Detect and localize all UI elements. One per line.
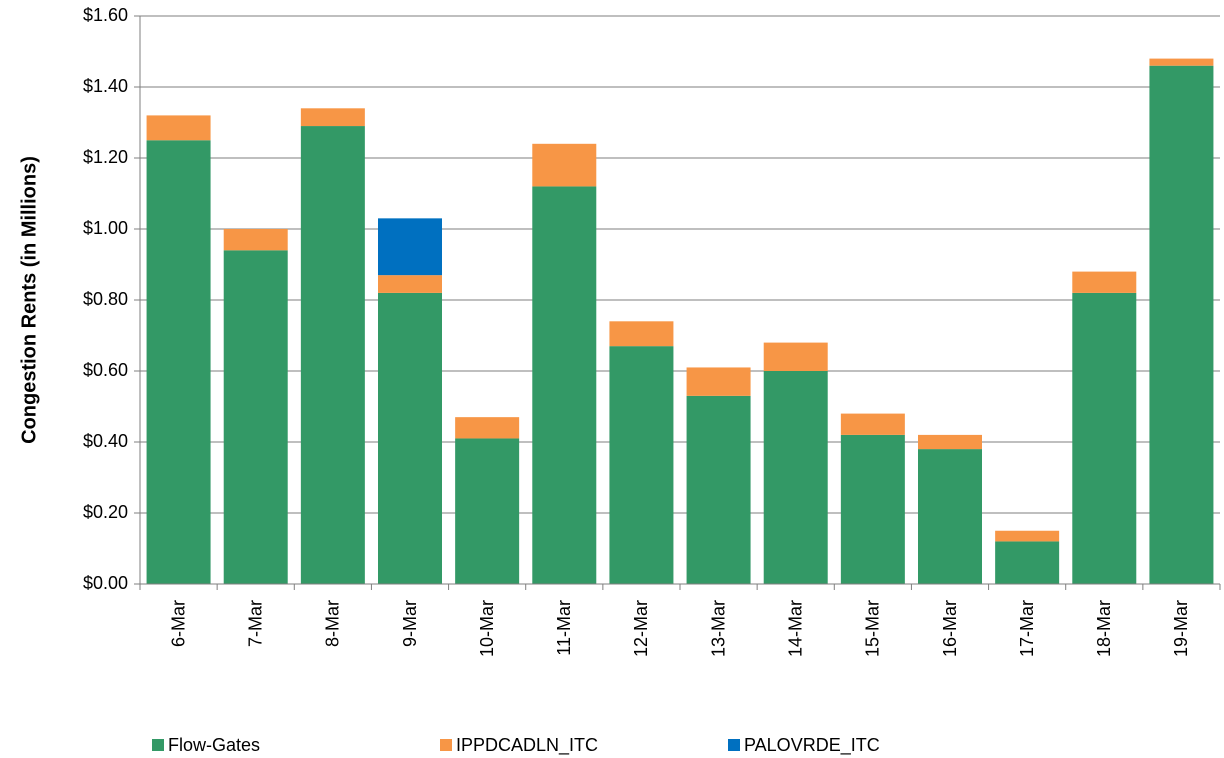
bar-segment xyxy=(840,434,905,584)
bar-segment xyxy=(763,371,828,584)
bar-segment xyxy=(763,342,828,371)
x-tick-label: 17-Mar xyxy=(1017,600,1037,657)
bar-segment xyxy=(1072,271,1137,293)
bar-segment xyxy=(532,186,597,584)
bar-segment xyxy=(223,229,288,251)
y-tick-label: $0.80 xyxy=(83,289,128,309)
x-tick-label: 6-Mar xyxy=(168,600,188,647)
y-tick-label: $1.40 xyxy=(83,76,128,96)
bar-segment xyxy=(300,126,365,585)
bar-segment xyxy=(378,218,442,276)
x-tick-label: 9-Mar xyxy=(400,600,420,647)
bar-segment xyxy=(1149,65,1214,584)
bar-segment xyxy=(300,108,365,127)
x-tick-label: 11-Mar xyxy=(554,600,574,656)
bar-segment xyxy=(378,292,442,584)
legend-label: Flow-Gates xyxy=(168,735,260,755)
legend-label: PALOVRDE_ITC xyxy=(744,735,880,756)
x-tick-label: 12-Mar xyxy=(631,600,651,657)
bar-segment xyxy=(609,321,674,347)
legend-swatch xyxy=(440,739,452,751)
bar-segment xyxy=(686,395,751,584)
x-tick-label: 19-Mar xyxy=(1171,600,1191,657)
bar-segment xyxy=(146,140,211,584)
y-tick-label: $0.40 xyxy=(83,431,128,451)
bar-segment xyxy=(918,449,982,584)
y-tick-label: $0.20 xyxy=(83,502,128,522)
bar-segment xyxy=(1072,292,1137,584)
y-tick-label: $0.60 xyxy=(83,360,128,380)
x-tick-label: 16-Mar xyxy=(940,600,960,657)
bar-segment xyxy=(378,275,442,293)
legend-label: IPPDCADLN_ITC xyxy=(456,735,598,756)
y-tick-label: $1.60 xyxy=(83,5,128,25)
y-tick-label: $1.20 xyxy=(83,147,128,167)
y-axis-title: Congestion Rents (in Millions) xyxy=(18,156,40,444)
x-tick-label: 13-Mar xyxy=(708,600,728,657)
bar-segment xyxy=(532,143,597,187)
bar-segment xyxy=(455,438,520,584)
bar-segment xyxy=(995,530,1060,542)
bar-segment xyxy=(455,417,520,439)
bar-segment xyxy=(146,115,211,141)
y-tick-label: $0.00 xyxy=(83,573,128,593)
bar-segment xyxy=(686,367,751,396)
x-tick-label: 7-Mar xyxy=(245,600,265,647)
bar-segment xyxy=(918,434,982,450)
x-tick-label: 10-Mar xyxy=(477,600,497,657)
bar-segment xyxy=(223,250,288,585)
x-tick-label: 8-Mar xyxy=(323,600,343,647)
y-tick-label: $1.00 xyxy=(83,218,128,238)
x-tick-label: 15-Mar xyxy=(863,600,883,657)
legend-swatch xyxy=(728,739,740,751)
x-tick-label: 18-Mar xyxy=(1094,600,1114,657)
bar-segment xyxy=(609,346,674,584)
bar-segment xyxy=(1149,58,1214,66)
legend-swatch xyxy=(152,739,164,751)
bar-segment xyxy=(995,541,1060,584)
bar-segment xyxy=(840,413,905,435)
x-tick-label: 14-Mar xyxy=(785,600,805,657)
